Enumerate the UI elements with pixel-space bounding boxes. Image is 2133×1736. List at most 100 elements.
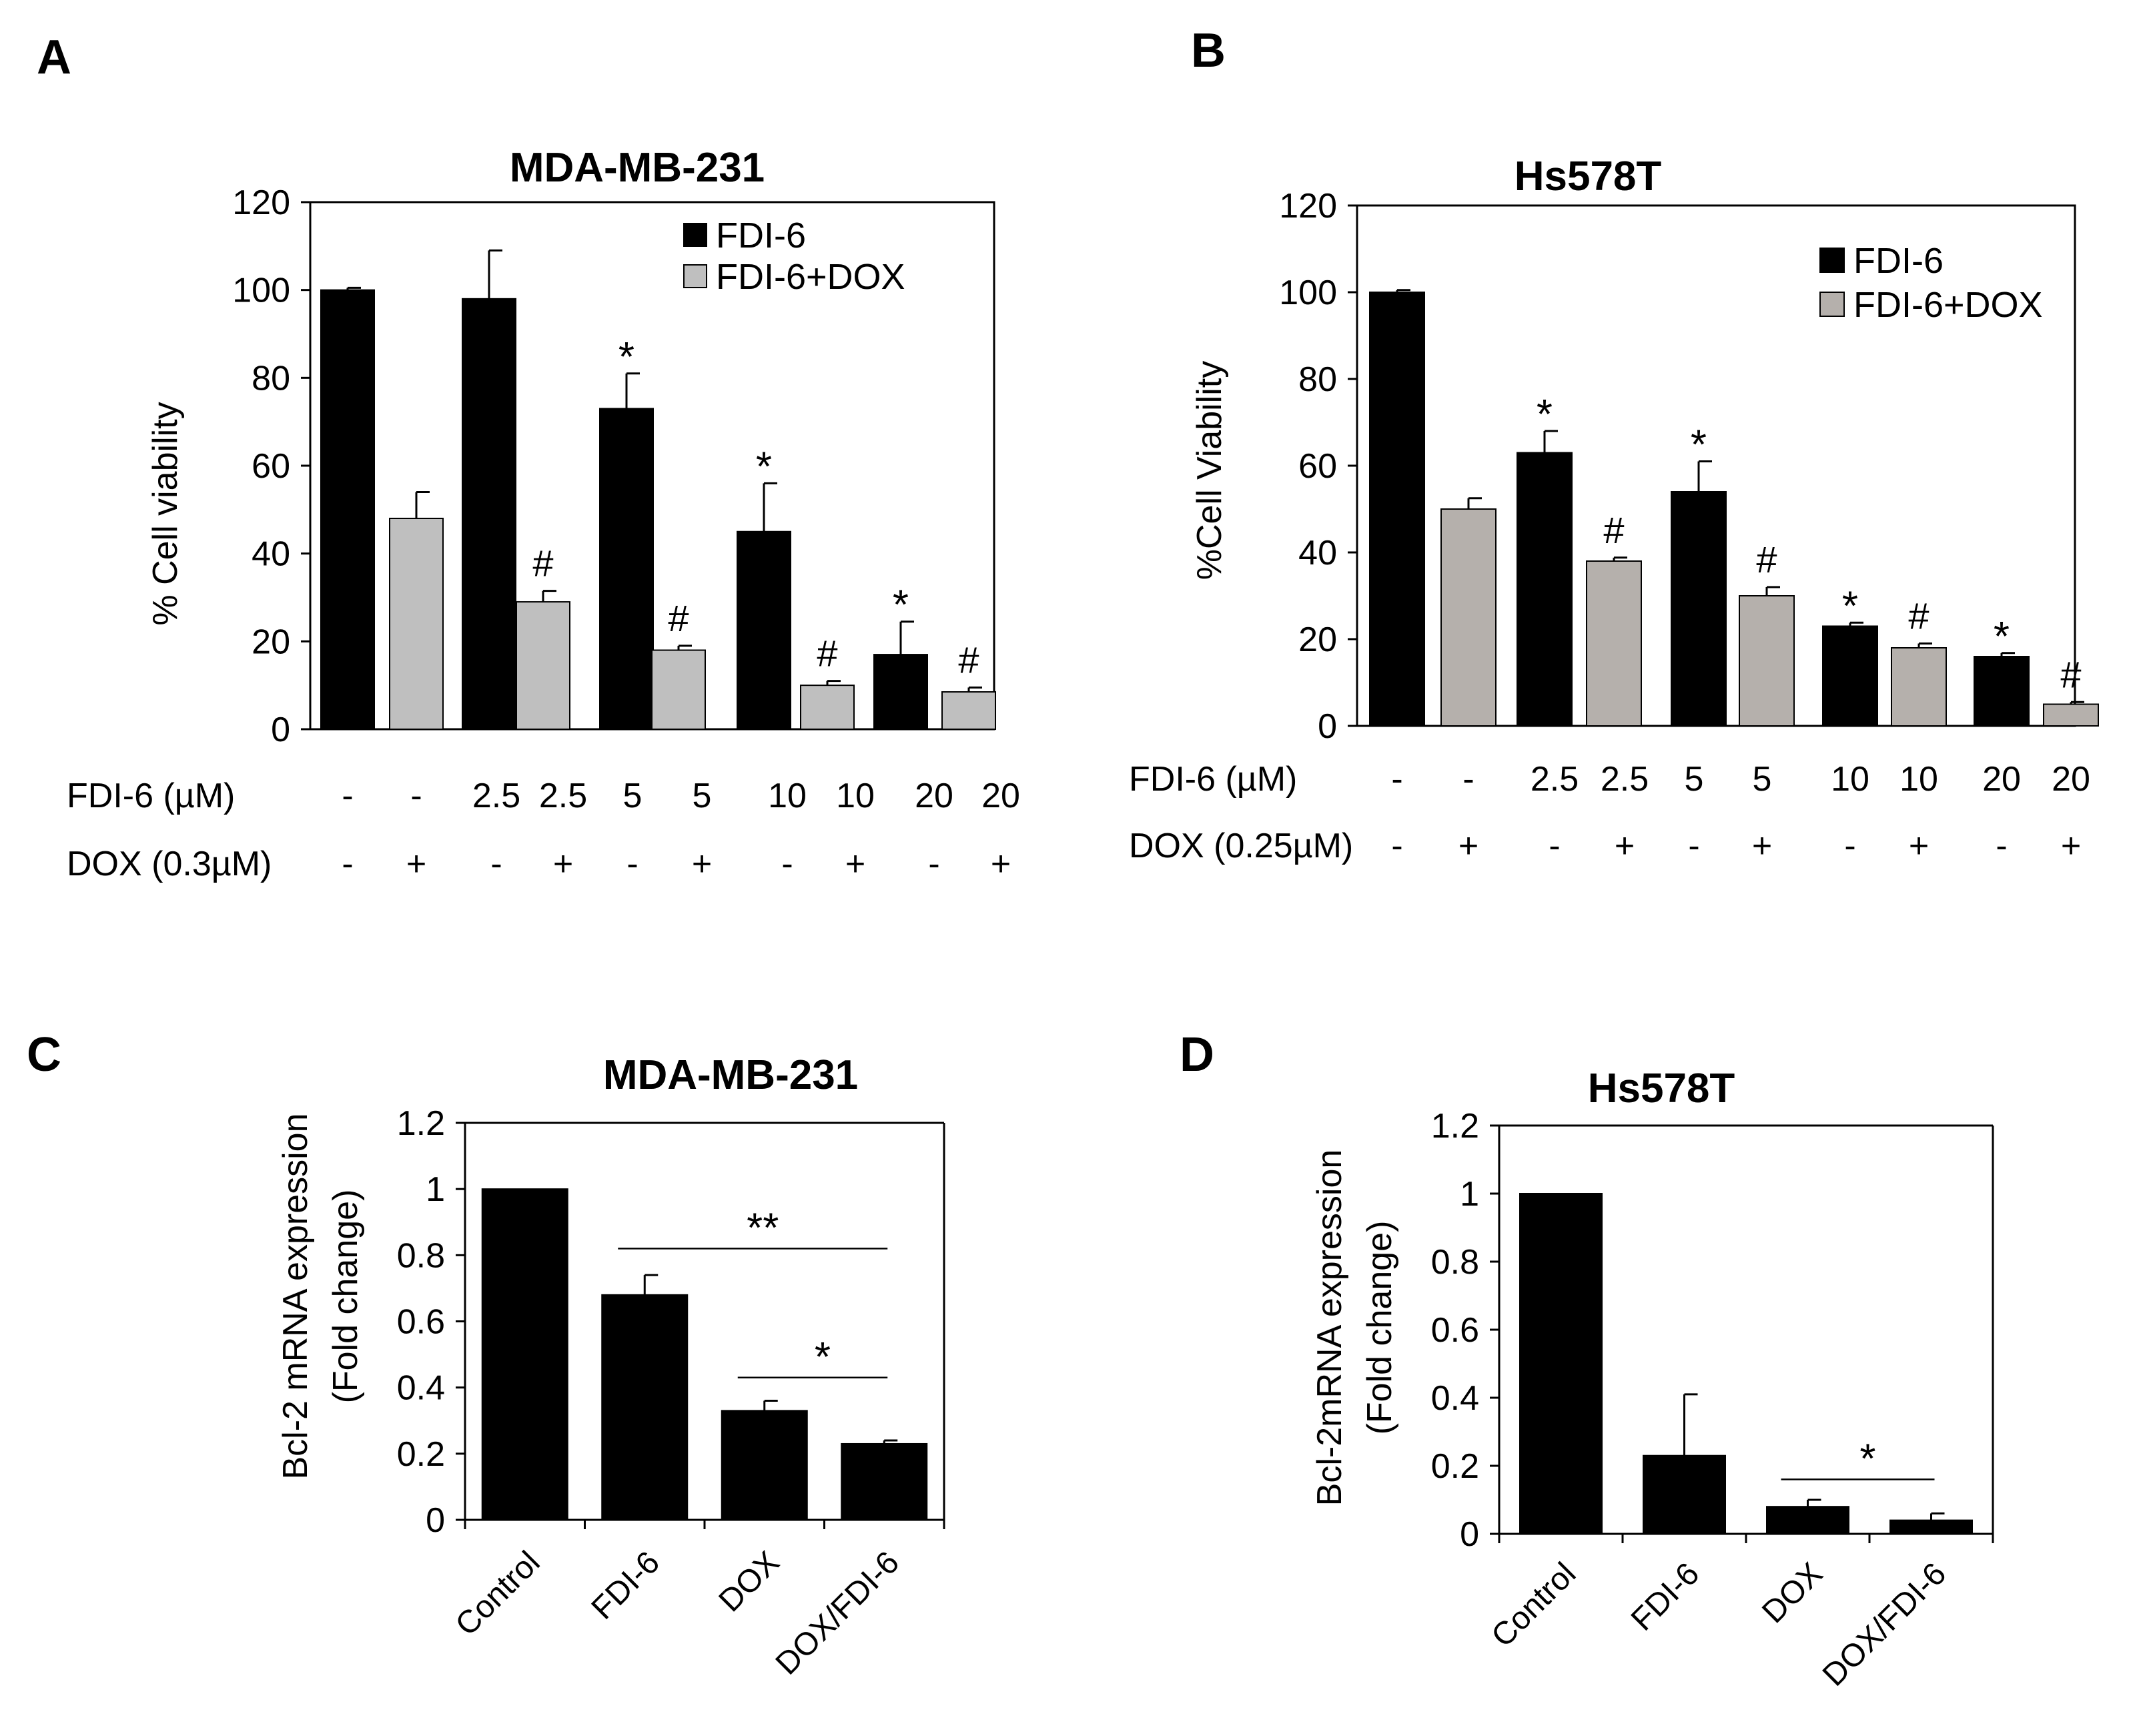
panel-letter-c: C	[27, 1028, 61, 1081]
significance-hash: #	[817, 632, 837, 675]
y-tick-label: 0.8	[397, 1236, 445, 1275]
y-tick-label: 1	[426, 1170, 445, 1209]
legend-label: FDI-6	[716, 215, 806, 256]
y-tick-label: 40	[1298, 534, 1337, 572]
condition-value: +	[1909, 827, 1929, 865]
significance-star: **	[747, 1205, 779, 1251]
significance-star: *	[1994, 614, 2010, 660]
bar-fdi6-dox	[1891, 647, 1947, 727]
condition-value: -	[1844, 827, 1855, 865]
category-label: DOX/FDI-6	[1816, 1556, 1953, 1693]
category-label: Control	[449, 1545, 547, 1643]
y-tick-label: 40	[252, 535, 290, 574]
significance-star: *	[1859, 1436, 1875, 1482]
category-label: FDI-6	[585, 1545, 667, 1626]
y-axis-label: % Cell viability	[146, 402, 185, 625]
panel-letter-a: A	[37, 31, 71, 84]
condition-value: -	[1462, 760, 1474, 799]
y-tick-label: 60	[252, 447, 290, 486]
y-axis-label: %Cell Viability	[1190, 361, 1229, 580]
bar-fdi6	[462, 298, 516, 731]
condition-value: 5	[623, 777, 643, 815]
bar	[1519, 1193, 1603, 1535]
y-axis-label: Bcl-2mRNA expression	[1310, 1150, 1349, 1506]
bar-fdi6	[1822, 625, 1878, 727]
legend-swatch	[683, 264, 707, 288]
bar-fdi6	[873, 654, 928, 730]
condition-value: 10	[768, 777, 807, 815]
y-tick-label: 0	[1318, 707, 1337, 746]
bar-fdi6	[599, 408, 654, 731]
condition-value: 5	[1685, 760, 1704, 799]
bar-fdi6	[1517, 452, 1573, 727]
bar-fdi6	[737, 530, 791, 730]
y-axis-label: (Fold change)	[1360, 1221, 1399, 1435]
legend-swatch	[683, 223, 707, 247]
condition-row-label: FDI-6 (µM)	[67, 777, 235, 815]
condition-value: 20	[1982, 760, 2021, 799]
condition-value: +	[406, 845, 426, 883]
y-tick-label: 0.2	[1431, 1447, 1479, 1486]
condition-value: 20	[915, 777, 953, 815]
category-label: Control	[1484, 1556, 1583, 1654]
condition-value: -	[1391, 760, 1402, 799]
significance-star: *	[1842, 583, 1858, 629]
bar	[841, 1442, 928, 1521]
condition-value: +	[692, 845, 712, 883]
y-tick-label: 0.4	[1431, 1379, 1479, 1418]
condition-value: +	[845, 845, 865, 883]
condition-value: +	[1458, 827, 1478, 865]
condition-value: 10	[1899, 760, 1938, 799]
y-tick-label: 120	[232, 183, 290, 222]
axis-group-3: 0 0.2 0.4 0.6 0.8 1 1.2	[1431, 1107, 1994, 1554]
condition-value: 2.5	[539, 777, 587, 815]
y-tick-label: 0	[1460, 1515, 1479, 1554]
bar	[1889, 1519, 1973, 1535]
condition-value: -	[1688, 827, 1699, 865]
bar	[721, 1410, 808, 1521]
bar-fdi6	[320, 289, 375, 730]
y-tick-label: 100	[1279, 274, 1337, 312]
condition-value: +	[991, 845, 1011, 883]
condition-value: -	[1549, 827, 1560, 865]
y-tick-label: 0.6	[1431, 1311, 1479, 1350]
y-tick-label: 0	[426, 1501, 445, 1540]
condition-value: -	[928, 845, 939, 883]
condition-value: 10	[836, 777, 875, 815]
condition-value: -	[490, 845, 502, 883]
legend-label: FDI-6+DOX	[1853, 285, 2043, 325]
condition-row-label: FDI-6 (µM)	[1129, 760, 1297, 799]
bar-fdi6	[1369, 292, 1425, 727]
y-tick-label: 1.2	[397, 1104, 445, 1143]
significance-hash: #	[958, 638, 979, 681]
condition-value: -	[1996, 827, 2007, 865]
bar-fdi6	[1974, 656, 2030, 727]
chart-title: MDA-MB-231	[603, 1052, 858, 1098]
significance-star: *	[893, 582, 909, 628]
y-tick-label: 0.6	[397, 1303, 445, 1342]
y-tick-label: 20	[1298, 620, 1337, 659]
condition-value: +	[2061, 827, 2081, 865]
condition-value: -	[781, 845, 793, 883]
y-tick-label: 0	[271, 711, 290, 749]
condition-value: 5	[693, 777, 712, 815]
bar-fdi6	[1671, 491, 1727, 727]
y-tick-label: 120	[1279, 187, 1337, 226]
condition-value: -	[342, 845, 353, 883]
condition-value: 10	[1831, 760, 1869, 799]
significance-star: *	[618, 334, 634, 380]
category-label: DOX	[713, 1545, 787, 1619]
bar-fdi6-dox	[941, 691, 996, 730]
bar-fdi6-dox	[516, 601, 570, 730]
y-tick-label: 1.2	[1431, 1107, 1479, 1146]
category-label: DOX/FDI-6	[769, 1545, 906, 1681]
bar-fdi6-dox	[651, 649, 706, 730]
significance-star: *	[756, 444, 772, 490]
y-tick-label: 1	[1460, 1175, 1479, 1214]
condition-value: 2.5	[472, 777, 520, 815]
condition-value: +	[1615, 827, 1635, 865]
condition-value: -	[1391, 827, 1402, 865]
condition-value: -	[626, 845, 638, 883]
bar	[1643, 1454, 1726, 1535]
y-axis-label: Bcl-2 mRNA expression	[276, 1113, 315, 1479]
